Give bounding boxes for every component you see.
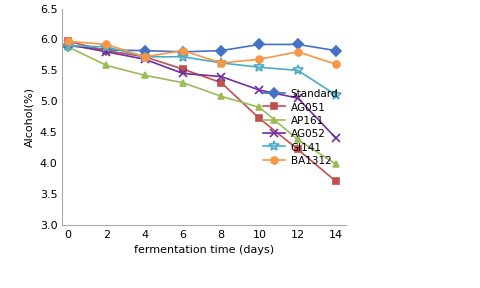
Y-axis label: Alcohol(%): Alcohol(%) [24,87,34,147]
GI141 [218,61,224,65]
Standard [218,49,224,52]
BA1312 [257,58,263,61]
BA1312 [142,55,147,58]
AP161 [180,81,186,84]
Standard [180,50,186,54]
Legend: Standard, AG051, AP161, AG052, GI141, BA1312: Standard, AG051, AP161, AG052, GI141, BA… [261,87,340,168]
AG051 [142,55,147,58]
Line: BA1312: BA1312 [65,38,339,68]
GI141 [257,66,263,69]
Line: GI141: GI141 [63,41,341,100]
AG051 [295,148,300,151]
Line: AG051: AG051 [65,38,339,185]
AG052 [142,58,147,61]
GI141 [295,69,300,72]
Standard [295,43,300,46]
AG051 [218,81,224,84]
Standard [333,49,339,52]
BA1312 [218,61,224,65]
BA1312 [295,50,300,54]
BA1312 [180,49,186,52]
GI141 [333,93,339,97]
GI141 [104,45,109,49]
Standard [257,43,263,46]
AG051 [65,40,71,43]
AP161 [65,45,71,49]
Line: AP161: AP161 [65,43,339,168]
AG052 [104,50,109,54]
GI141 [180,55,186,58]
AG052 [65,43,71,46]
AP161 [257,106,263,109]
GI141 [142,55,147,58]
AP161 [218,94,224,98]
AG052 [180,72,186,75]
Line: Standard: Standard [65,41,339,55]
GI141 [65,44,71,48]
Line: AG052: AG052 [64,40,340,142]
AG052 [218,75,224,78]
AG052 [257,88,263,92]
Standard [142,49,147,52]
AG051 [333,180,339,183]
AP161 [333,162,339,166]
Standard [65,44,71,48]
X-axis label: fermentation time (days): fermentation time (days) [134,245,274,255]
Standard [104,48,109,52]
BA1312 [104,43,109,46]
AP161 [142,73,147,77]
AG052 [333,137,339,140]
AP161 [104,64,109,67]
BA1312 [333,62,339,66]
BA1312 [65,40,71,43]
AG051 [104,49,109,52]
AP161 [295,138,300,141]
AG051 [180,67,186,71]
AG051 [257,117,263,120]
AG052 [295,96,300,100]
